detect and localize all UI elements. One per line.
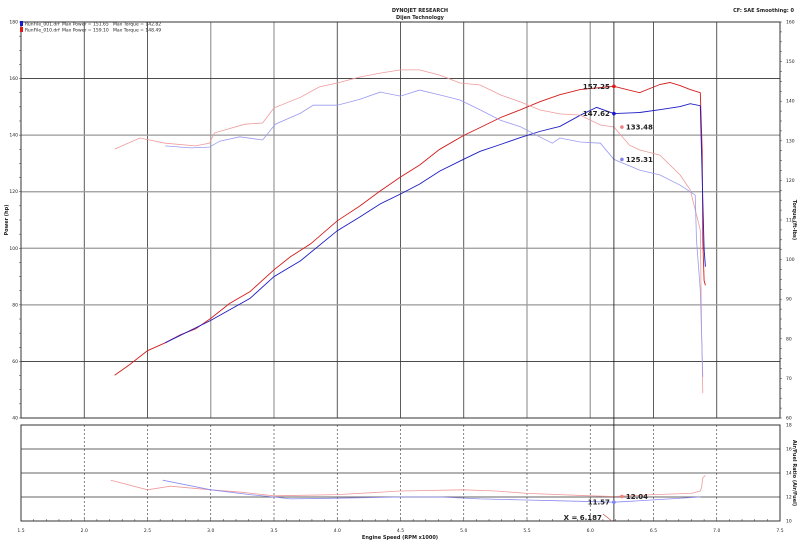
x-tick-label: 4.0	[334, 528, 341, 534]
torque-line-runfile_010-drf	[114, 69, 704, 394]
chart-title: DYNOJET RESEARCH	[392, 8, 448, 14]
x-tick-label: 4.5	[397, 528, 404, 534]
cursor-value-torque: 125.31	[626, 156, 653, 164]
torque-tick-label: 160	[786, 20, 795, 26]
legend-power: Max Power = 151.65	[62, 22, 109, 28]
torque-tick-label: 60	[786, 416, 792, 422]
legend-swatch-run-001	[20, 21, 23, 26]
cursor-marker	[612, 84, 616, 89]
legend-file: RunFile_010.drf	[25, 28, 60, 34]
x-tick-label: 3.0	[207, 528, 214, 534]
legend: RunFile_001.drf Max Power = 151.65 Max T…	[20, 21, 161, 34]
torque-tick-label: 80	[786, 336, 792, 342]
x-tick-label: 7.0	[713, 528, 720, 534]
power-tick-label: 60	[12, 359, 18, 365]
cursor[interactable]: 157.25 147.62 133.48 125.31 12.04 11.57 X = 6.…	[564, 22, 653, 522]
x-tick-label: 7.5	[776, 528, 783, 534]
cursor-value-afr: 12.04	[626, 493, 648, 501]
power-axis-label: Power (hp)	[4, 204, 10, 235]
afr-tick-label: 14	[786, 471, 792, 477]
settings-label: CF: SAE Smoothing: 0	[733, 8, 794, 14]
x-tick-label: 2.0	[81, 528, 88, 534]
cursor-value-power: 157.25	[583, 83, 610, 91]
legend-torque: Max Torque = 148.49	[113, 28, 161, 34]
cursor-pointer-line	[602, 513, 613, 522]
cursor-value-torque: 133.48	[626, 124, 653, 132]
afr-tick-label: 10	[786, 519, 792, 525]
series-lines	[110, 69, 706, 503]
grid	[21, 22, 780, 521]
cursor-marker	[620, 125, 624, 129]
power-tick-label: 40	[12, 416, 18, 422]
legend-power: Max Power = 159.10	[62, 28, 109, 34]
torque-tick-label: 120	[786, 178, 795, 184]
legend-swatch-run-010	[20, 27, 23, 32]
torque-tick-label: 90	[786, 297, 792, 303]
afr-tick-label: 16	[786, 447, 792, 453]
legend-file: RunFile_001.drf	[25, 22, 60, 28]
torque-axis-label: Torque (ft-lbs)	[791, 200, 797, 240]
axis-ticks: 1.5 2.0 2.5 3.0 3.5 4.0 4.5 5.0 5.5 6.0 6.5 7.0 7.5 4…	[9, 20, 794, 535]
cursor-x-label: X = 6.187	[564, 514, 602, 522]
power-line-runfile_001-drf	[165, 103, 706, 344]
chart-subtitle: Dijen Technology	[396, 15, 445, 21]
power-tick-label: 100	[9, 246, 18, 252]
x-tick-label: 1.5	[17, 528, 24, 534]
x-tick-label: 5.0	[460, 528, 467, 534]
cursor-marker	[620, 494, 624, 499]
torque-line-runfile_001-drf	[165, 89, 704, 377]
torque-tick-label: 110	[786, 218, 795, 224]
power-tick-label: 120	[9, 189, 18, 195]
x-tick-label: 6.5	[650, 528, 657, 534]
afr-tick-label: 12	[786, 495, 792, 501]
cursor-value-afr: 11.57	[588, 499, 610, 507]
x-tick-label: 3.5	[270, 528, 277, 534]
afr-tick-label: 18	[786, 423, 792, 429]
cursor-marker	[620, 157, 624, 162]
torque-tick-label: 100	[786, 257, 795, 263]
cursor-marker	[612, 111, 616, 116]
torque-tick-label: 130	[786, 138, 795, 144]
cursor-value-power: 147.62	[583, 110, 610, 118]
power-tick-label: 140	[9, 133, 18, 139]
power-tick-label: 160	[9, 76, 18, 82]
power-tick-label: 80	[12, 302, 18, 308]
power-tick-label: 180	[9, 20, 18, 26]
x-tick-label: 6.0	[587, 528, 594, 534]
x-tick-label: 2.5	[144, 528, 151, 534]
torque-tick-label: 140	[786, 99, 795, 105]
cursor-marker	[612, 500, 616, 504]
x-axis-label: Engine Speed (RPM x1000)	[362, 535, 438, 541]
afr-line-runfile_001-drf	[162, 479, 701, 503]
x-tick-label: 5.5	[523, 528, 530, 534]
afr-axis-label: Air/Fuel Ratio (Air/Fuel)	[791, 440, 797, 506]
legend-torque: Max Torque = 142.82	[113, 22, 161, 28]
torque-tick-label: 150	[786, 59, 795, 65]
afr-line-runfile_010-drf	[110, 475, 706, 497]
power-line-runfile_010-drf	[114, 82, 706, 376]
torque-tick-label: 70	[786, 376, 792, 382]
